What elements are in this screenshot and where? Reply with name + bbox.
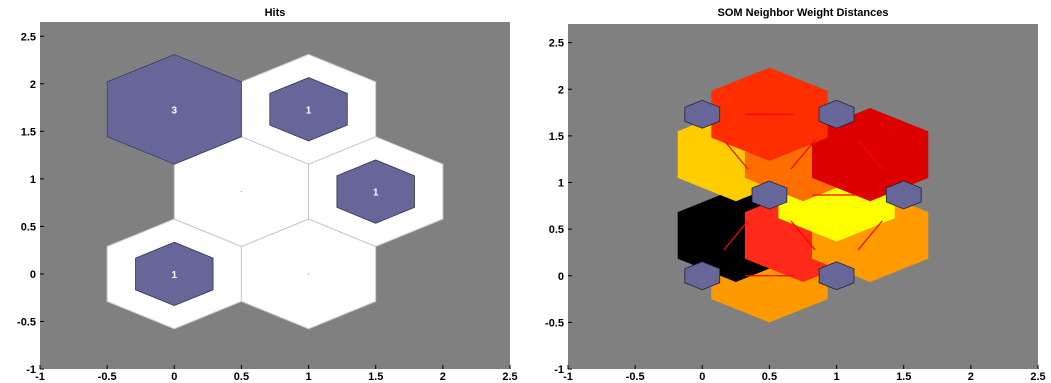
hits-xtick-label: -0.5 [98,371,117,383]
hits-ytick-label: 1 [30,174,36,186]
hits-count-label: 3 [172,105,178,116]
hits-ytick-label: -1 [26,364,36,376]
som-distances-xtick-label: 2 [968,371,974,383]
som-distances-xtick-label: -0.5 [626,371,645,383]
hits-xtick-label: 2.5 [502,371,517,383]
som-distances-xtick-label: 2.5 [1030,371,1045,383]
som-distances-chart: -1 -0.5 0 0.5 1 1.5 2 2.5 -1 -0.5 0 0.5 1 1.5 2 2.5 SO… [545,7,1046,383]
som-neuron [818,99,855,129]
som-distances-ytick-label: 2 [558,84,564,96]
som-distances-ytick-label: 0 [558,271,564,283]
som-distances-xtick-label: 1.5 [896,371,911,383]
neighbor-connection-line [723,220,749,251]
hits-xtick-label: 0 [171,371,177,383]
som-distances-ytick-label: 2.5 [549,38,564,50]
hits-patch [336,159,415,224]
som-distances-title: SOM Neighbor Weight Distances [718,7,889,19]
neighbor-connection-line [723,139,749,170]
som-distances-xtick-label: 0 [699,371,705,383]
hits-xtick-label: 1.5 [368,371,383,383]
hits-empty-marker [308,273,310,275]
hits-patch [135,241,214,307]
som-distances-ytick-label: 1 [558,178,564,190]
hits-count-label: 1 [172,270,178,281]
som-neuron [885,180,922,210]
som-neuron [751,180,788,210]
som-distances-xtick-label: 0.5 [762,371,777,383]
hits-count-label: 1 [306,105,312,116]
som-distances-ytick-label: -1 [554,364,564,376]
neighbor-connection-line [857,139,883,170]
som-distances-ytick-label: 0.5 [549,224,564,236]
som-distances-xtick-label: 1 [834,371,840,383]
hits-count-label: 1 [373,188,379,199]
hits-patch [269,77,348,142]
hits-ytick-label: 1.5 [21,126,36,138]
som-neuron [684,261,721,291]
hits-ytick-label: -0.5 [17,316,36,328]
hits-xtick-label: 0.5 [234,371,249,383]
som-neuron [818,261,855,291]
hits-xtick-label: -1 [35,371,45,383]
hits-ytick-label: 2 [30,79,36,91]
neighbor-connection-line [790,220,816,251]
som-neuron [684,99,721,129]
som-distances-ytick-label: 1.5 [549,131,564,143]
hits-empty-marker [240,191,242,193]
hits-ytick-label: 0.5 [21,221,36,233]
hits-ytick-label: 2.5 [21,31,36,43]
som-distances-xtick-label: -1 [563,371,573,383]
som-distances-ytick-label: -0.5 [545,317,564,329]
hits-xtick-label: 1 [306,371,312,383]
hits-ytick-label: 0 [30,269,36,281]
hits-patch [106,53,242,165]
neighbor-connection-line [790,139,816,170]
neighbor-connection-line [857,220,883,251]
hits-chart: 1 1 3 1 -1 -0.5 0 0.5 1 1.5 2 2.5 -1 -0.5 0 0.5 1 1.5 2 2… [17,7,518,383]
hits-title: Hits [265,7,286,19]
hits-xtick-label: 2 [440,371,446,383]
